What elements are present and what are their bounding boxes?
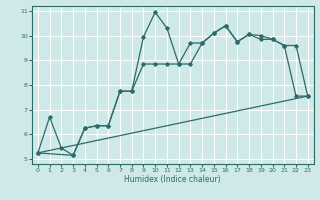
- X-axis label: Humidex (Indice chaleur): Humidex (Indice chaleur): [124, 175, 221, 184]
